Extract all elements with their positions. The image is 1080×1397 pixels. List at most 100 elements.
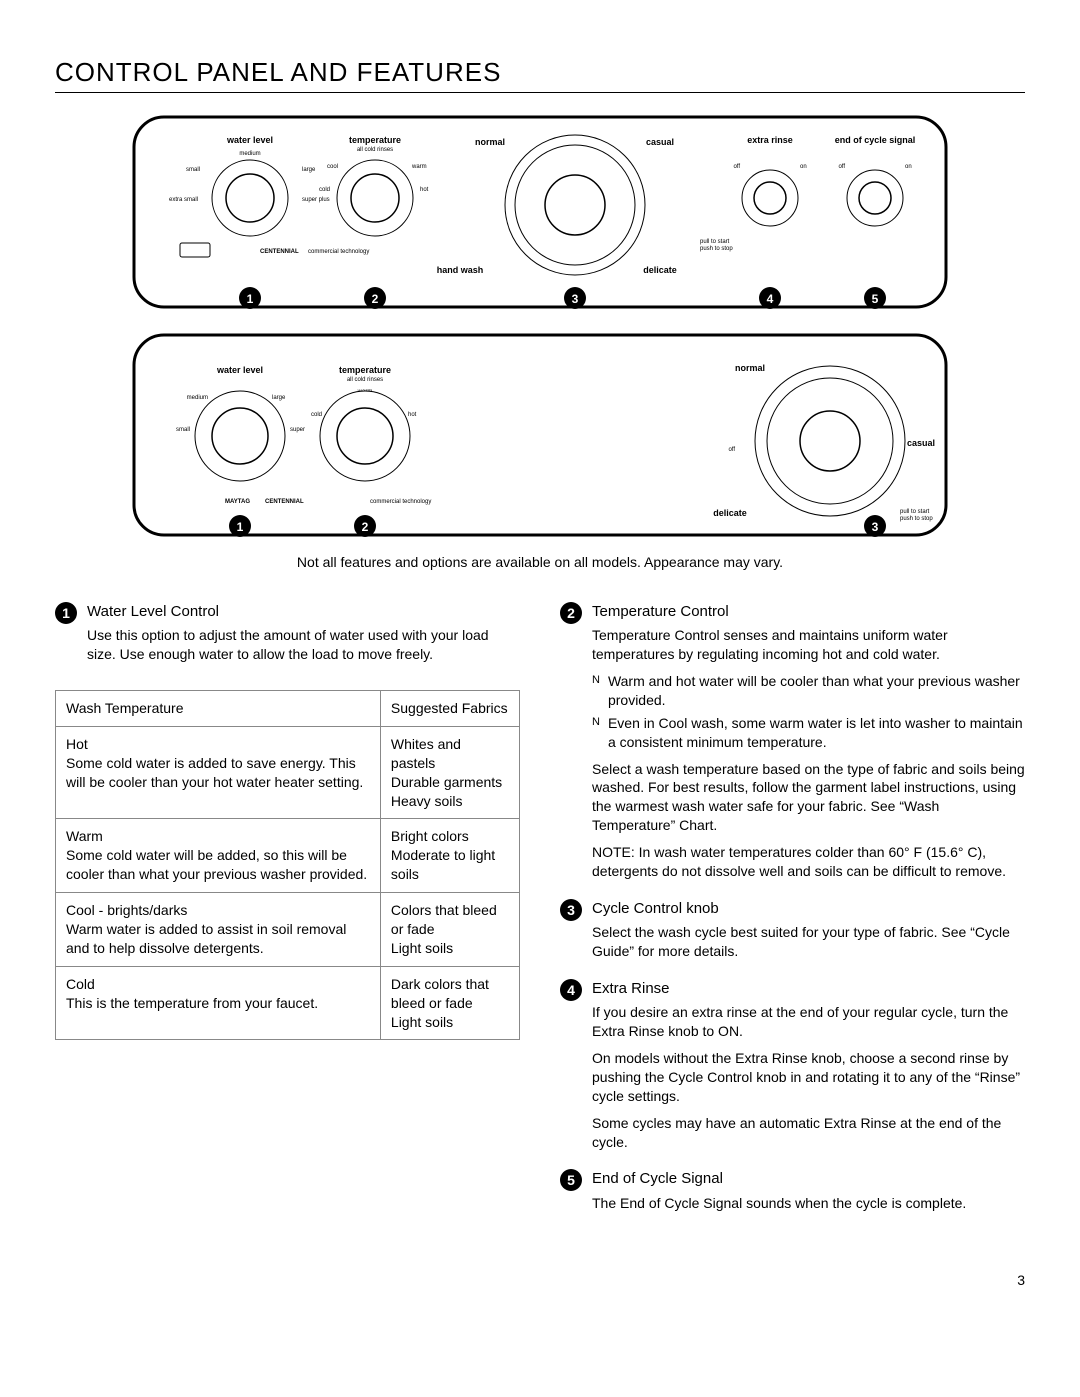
note-text: Warm and hot water will be cooler than w… — [608, 672, 1025, 710]
table-header: Wash Temperature — [56, 691, 381, 727]
svg-text:5: 5 — [872, 292, 879, 306]
temp-desc: Some cold water is added to save energy.… — [66, 755, 363, 790]
svg-text:cold: cold — [311, 412, 322, 418]
fabric: Durable garments — [391, 774, 502, 790]
badge-4: 4 — [560, 979, 582, 1001]
svg-text:temperature: temperature — [349, 135, 401, 145]
feature-cycle-knob: 3 Cycle Control knob Select the wash cyc… — [560, 899, 1025, 969]
feature-para: Select a wash temperature based on the t… — [592, 760, 1025, 836]
feature-para: On models without the Extra Rinse knob, … — [592, 1049, 1025, 1106]
svg-text:commercial technology: commercial technology — [370, 499, 431, 505]
feature-desc: Select the wash cycle best suited for yo… — [592, 923, 1025, 961]
svg-text:2: 2 — [362, 520, 369, 534]
svg-text:small: small — [176, 427, 190, 433]
svg-text:4: 4 — [767, 292, 774, 306]
temp-desc: This is the temperature from your faucet… — [66, 995, 318, 1011]
feature-title: Temperature Control — [592, 602, 1025, 622]
svg-text:commercial technology: commercial technology — [308, 249, 369, 255]
feature-columns: 1 Water Level Control Use this option to… — [55, 602, 1025, 1231]
temp-name: Warm — [66, 828, 103, 844]
svg-text:off: off — [733, 164, 740, 170]
badge-3: 3 — [560, 899, 582, 921]
svg-text:extra rinse: extra rinse — [747, 135, 793, 145]
feature-desc: Use this option to adjust the amount of … — [87, 626, 520, 664]
svg-text:off: off — [728, 447, 735, 453]
note-text: Even in Cool wash, some warm water is le… — [608, 714, 1025, 752]
svg-text:warm: warm — [411, 164, 427, 170]
feature-title: Cycle Control knob — [592, 899, 1025, 919]
fabric: Moderate to light soils — [391, 847, 495, 882]
svg-text:3: 3 — [872, 520, 879, 534]
svg-text:hot: hot — [408, 412, 417, 418]
svg-text:hot: hot — [420, 187, 429, 193]
table-row: Warm Some cold water will be added, so t… — [56, 819, 520, 893]
bullet-icon: N — [592, 714, 600, 752]
svg-text:MAYTAG: MAYTAG — [225, 499, 250, 505]
right-column: 2 Temperature Control Temperature Contro… — [560, 602, 1025, 1231]
svg-text:end of cycle signal: end of cycle signal — [835, 135, 916, 145]
bullet-icon: N — [592, 672, 600, 710]
svg-text:delicate: delicate — [713, 508, 747, 518]
fabric: Whites and pastels — [391, 736, 461, 771]
svg-text:on: on — [800, 164, 807, 170]
feature-extra-rinse: 4 Extra Rinse If you desire an extra rin… — [560, 979, 1025, 1159]
temp-name: Cold — [66, 976, 95, 992]
feature-title: Extra Rinse — [592, 979, 1025, 999]
svg-text:cold: cold — [319, 187, 330, 193]
svg-text:all cold rinses: all cold rinses — [347, 377, 383, 383]
table-row: Cold This is the temperature from your f… — [56, 966, 520, 1040]
svg-text:push to stop: push to stop — [700, 246, 733, 252]
feature-title: End of Cycle Signal — [592, 1169, 966, 1189]
page-title: CONTROL PANEL AND FEATURES — [55, 55, 1025, 93]
svg-text:small: small — [186, 167, 200, 173]
badge-1: 1 — [55, 602, 77, 624]
svg-text:water level: water level — [226, 135, 273, 145]
fabric: Light soils — [391, 1014, 453, 1030]
svg-text:large: large — [272, 395, 286, 401]
svg-text:casual: casual — [907, 438, 935, 448]
wash-temperature-table: Wash Temperature Suggested Fabrics Hot S… — [55, 690, 520, 1040]
page-number: 3 — [55, 1271, 1025, 1290]
control-panel-diagram-2: water level medium large small super tem… — [130, 331, 950, 541]
svg-text:casual: casual — [646, 137, 674, 147]
feature-title: Water Level Control — [87, 602, 520, 622]
table-row: Cool - brights/darks Warm water is added… — [56, 893, 520, 967]
feature-end-signal: 5 End of Cycle Signal The End of Cycle S… — [560, 1169, 1025, 1220]
svg-text:super plus: super plus — [302, 197, 330, 203]
svg-text:push to stop: push to stop — [900, 516, 933, 522]
svg-text:large: large — [302, 167, 316, 173]
svg-text:1: 1 — [237, 520, 244, 534]
svg-text:CENTENNIAL: CENTENNIAL — [265, 499, 304, 505]
svg-text:extra small: extra small — [169, 197, 198, 203]
svg-text:water level: water level — [216, 365, 263, 375]
svg-text:all cold rinses: all cold rinses — [357, 147, 393, 153]
svg-text:medium: medium — [239, 151, 260, 157]
badge-2: 2 — [560, 602, 582, 624]
svg-text:super: super — [290, 427, 305, 433]
left-column: 1 Water Level Control Use this option to… — [55, 602, 520, 1231]
fabric: Bright colors — [391, 828, 469, 844]
temp-desc: Some cold water will be added, so this w… — [66, 847, 367, 882]
svg-text:hand wash: hand wash — [437, 265, 484, 275]
temp-name: Cool - brights/darks — [66, 902, 187, 918]
svg-text:1: 1 — [247, 292, 254, 306]
feature-para: Some cycles may have an automatic Extra … — [592, 1114, 1025, 1152]
fabric: Colors that bleed or fade — [391, 902, 497, 937]
note-list: NWarm and hot water will be cooler than … — [592, 672, 1025, 752]
svg-text:3: 3 — [572, 292, 579, 306]
svg-text:pull to start: pull to start — [900, 509, 930, 515]
feature-temperature: 2 Temperature Control Temperature Contro… — [560, 602, 1025, 889]
fabric: Heavy soils — [391, 793, 463, 809]
svg-text:CENTENNIAL: CENTENNIAL — [260, 249, 299, 255]
svg-text:normal: normal — [735, 363, 765, 373]
feature-desc: Temperature Control senses and maintains… — [592, 626, 1025, 664]
control-panel-diagram-1: water level medium small large extra sma… — [130, 113, 950, 323]
table-header: Suggested Fabrics — [380, 691, 519, 727]
fabric: Light soils — [391, 940, 453, 956]
svg-text:pull to start: pull to start — [700, 239, 730, 245]
feature-desc: The End of Cycle Signal sounds when the … — [592, 1194, 966, 1213]
svg-text:normal: normal — [475, 137, 505, 147]
svg-text:cool: cool — [327, 164, 338, 170]
table-row: Hot Some cold water is added to save ene… — [56, 726, 520, 819]
feature-note: NOTE: In wash water temperatures colder … — [592, 843, 1025, 881]
